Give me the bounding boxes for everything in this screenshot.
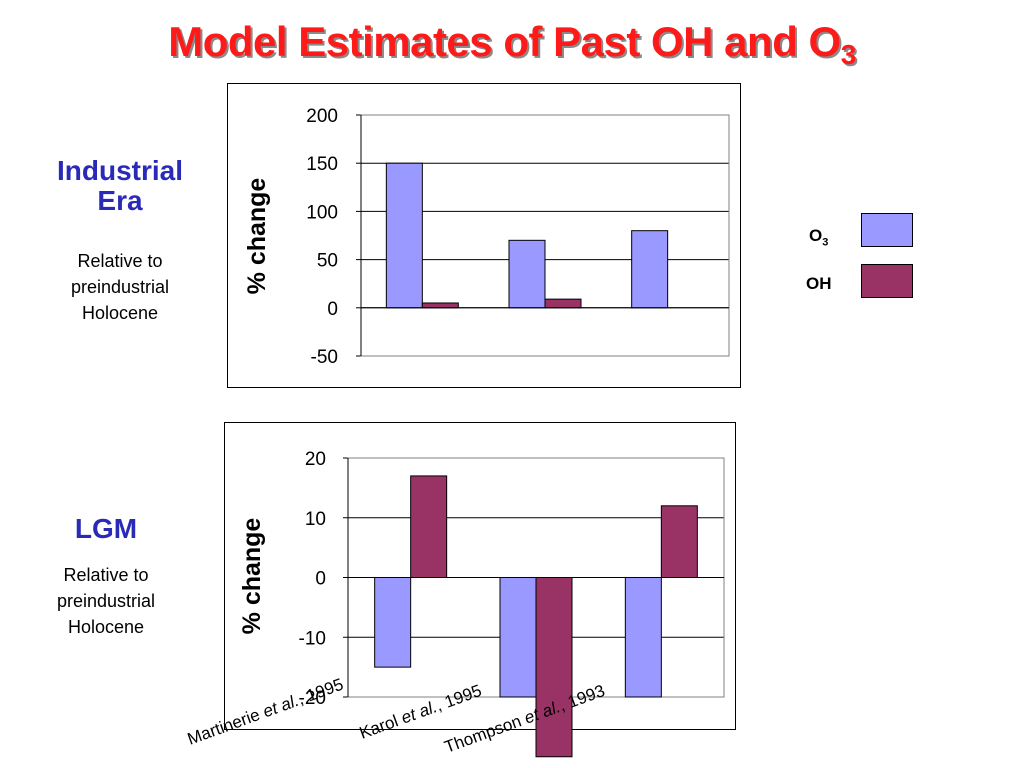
industrial-y-tick-label: 150 — [306, 154, 338, 175]
industrial-y-axis-label: % change — [243, 178, 271, 295]
legend-oh-label: OH — [806, 274, 832, 294]
lgm-bar-o3 — [624, 577, 662, 698]
title-text: Model Estimates of Past OH and O — [168, 18, 841, 65]
industrial-heading-line1: Industrial — [56, 155, 183, 186]
lgm-note-line1: Relative to — [63, 565, 149, 585]
industrial-era-note: Relative to preindustrial Holocene — [20, 248, 220, 326]
lgm-bar-o3 — [374, 577, 412, 668]
lgm-y-tick-label: -10 — [299, 628, 326, 649]
lgm-note-line3: Holocene — [67, 617, 145, 637]
lgm-bar-o3 — [499, 577, 537, 698]
lgm-category-label: Martinerie et al., 1995 — [185, 675, 346, 749]
legend-oh-swatch — [861, 264, 913, 298]
industrial-y-tick-label: 200 — [306, 106, 338, 127]
industrial-heading-line2: Era — [97, 185, 143, 216]
lgm-y-tick-label: 0 — [315, 569, 326, 590]
industrial-y-tick-label: 0 — [327, 299, 338, 320]
lgm-heading: LGM — [6, 514, 206, 544]
legend-o3-text: O — [809, 226, 823, 245]
slide-title: Model Estimates of Past OH and O3 — [0, 18, 1024, 71]
industrial-note-line2: preindustrial — [70, 277, 170, 297]
industrial-y-tick-label: -50 — [311, 347, 338, 368]
industrial-bar-o3 — [385, 162, 423, 309]
legend-o3-subscript: 3 — [822, 236, 829, 249]
lgm-bar-oh — [410, 475, 448, 578]
lgm-y-tick-label: -20 — [299, 688, 326, 709]
lgm-heading-text: LGM — [74, 513, 138, 544]
lgm-note: Relative to preindustrial Holocene — [6, 562, 206, 640]
title-subscript: 3 — [840, 39, 857, 70]
legend-oh-text: OH — [806, 274, 832, 293]
lgm-y-axis-label: % change — [238, 518, 266, 635]
legend-o3-swatch — [861, 213, 913, 247]
industrial-note-line3: Holocene — [81, 303, 159, 323]
lgm-note-line2: preindustrial — [56, 591, 156, 611]
industrial-y-tick-label: 50 — [317, 251, 338, 272]
industrial-bar-o3 — [508, 239, 546, 309]
lgm-y-tick-label: 20 — [305, 449, 326, 470]
legend-o3-label: O3 — [809, 226, 828, 248]
industrial-era-heading: Industrial Era — [20, 156, 220, 216]
industrial-note-line1: Relative to — [77, 251, 163, 271]
industrial-bar-oh — [421, 302, 459, 309]
lgm-y-tick-label: 10 — [305, 509, 326, 530]
industrial-y-tick-label: 100 — [306, 202, 338, 223]
industrial-bar-oh — [544, 298, 582, 309]
lgm-bar-oh — [660, 505, 698, 578]
industrial-bar-o3 — [631, 230, 669, 309]
lgm-bar-oh — [535, 577, 573, 758]
